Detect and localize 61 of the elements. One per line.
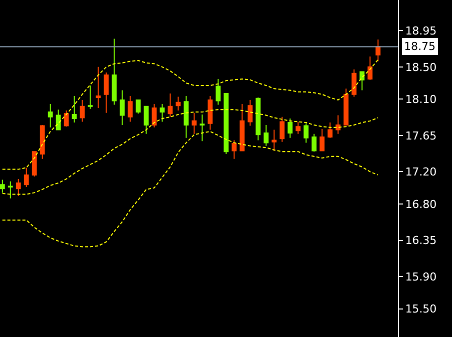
candlestick <box>272 129 277 152</box>
candlestick <box>216 78 221 106</box>
candlestick <box>288 118 293 138</box>
candlestick <box>336 114 341 134</box>
candlestick <box>208 95 213 130</box>
candlestick <box>200 114 205 142</box>
candlestick <box>344 88 349 126</box>
candlestick <box>72 95 77 124</box>
y-tick-label: 15.50 <box>405 302 437 316</box>
y-tick-label: 17.20 <box>405 166 437 179</box>
candlestick <box>24 167 29 188</box>
candlestick <box>80 99 85 122</box>
candlestick <box>352 68 356 98</box>
candlestick <box>304 122 309 144</box>
candlestick <box>64 110 69 128</box>
candlestick <box>176 96 181 111</box>
y-tick-label: 16.80 <box>405 198 437 211</box>
candlestick <box>144 106 149 134</box>
line-series <box>2 130 379 248</box>
candlestick <box>32 151 37 178</box>
candlestick <box>104 72 109 114</box>
candlestick <box>248 99 253 126</box>
candlestick <box>368 56 372 80</box>
candlestick <box>360 71 364 91</box>
candlestick <box>328 122 333 138</box>
candlestick <box>192 112 197 134</box>
candlestick <box>264 124 269 146</box>
y-tick-label: 18.50 <box>405 60 437 74</box>
candlestick <box>96 66 101 109</box>
candlestick <box>168 93 173 118</box>
candlestick <box>128 95 133 122</box>
line-series <box>2 109 379 195</box>
candlestick <box>40 124 45 160</box>
candlestick <box>112 38 117 106</box>
y-tick-label: 17.65 <box>405 129 437 142</box>
ref-line-label: 18.75 <box>404 40 436 53</box>
candlestick <box>296 121 301 134</box>
y-tick-label: 18.10 <box>405 93 437 106</box>
y-tick-label: 16.35 <box>405 234 437 248</box>
candlestick <box>160 104 165 122</box>
candlestick <box>376 39 380 62</box>
candlestick <box>48 104 53 128</box>
candlestick <box>280 116 285 142</box>
candlestick <box>224 93 229 154</box>
candlestick <box>312 133 317 152</box>
line-series <box>2 59 379 170</box>
candlestick <box>56 109 61 130</box>
candlestick <box>0 179 5 194</box>
candlestick <box>88 84 93 110</box>
y-tick-label: 18.95 <box>405 24 437 38</box>
candlestick <box>120 90 125 126</box>
candlestick <box>152 104 157 128</box>
candlestick <box>184 95 189 138</box>
candlestick <box>320 128 325 152</box>
candlestick <box>16 178 21 196</box>
candlestick <box>232 140 237 160</box>
candlestick <box>240 104 245 152</box>
candlestick <box>8 180 13 199</box>
candlestick <box>136 99 141 114</box>
y-tick-label: 15.90 <box>405 270 437 284</box>
candlestick <box>256 97 261 141</box>
